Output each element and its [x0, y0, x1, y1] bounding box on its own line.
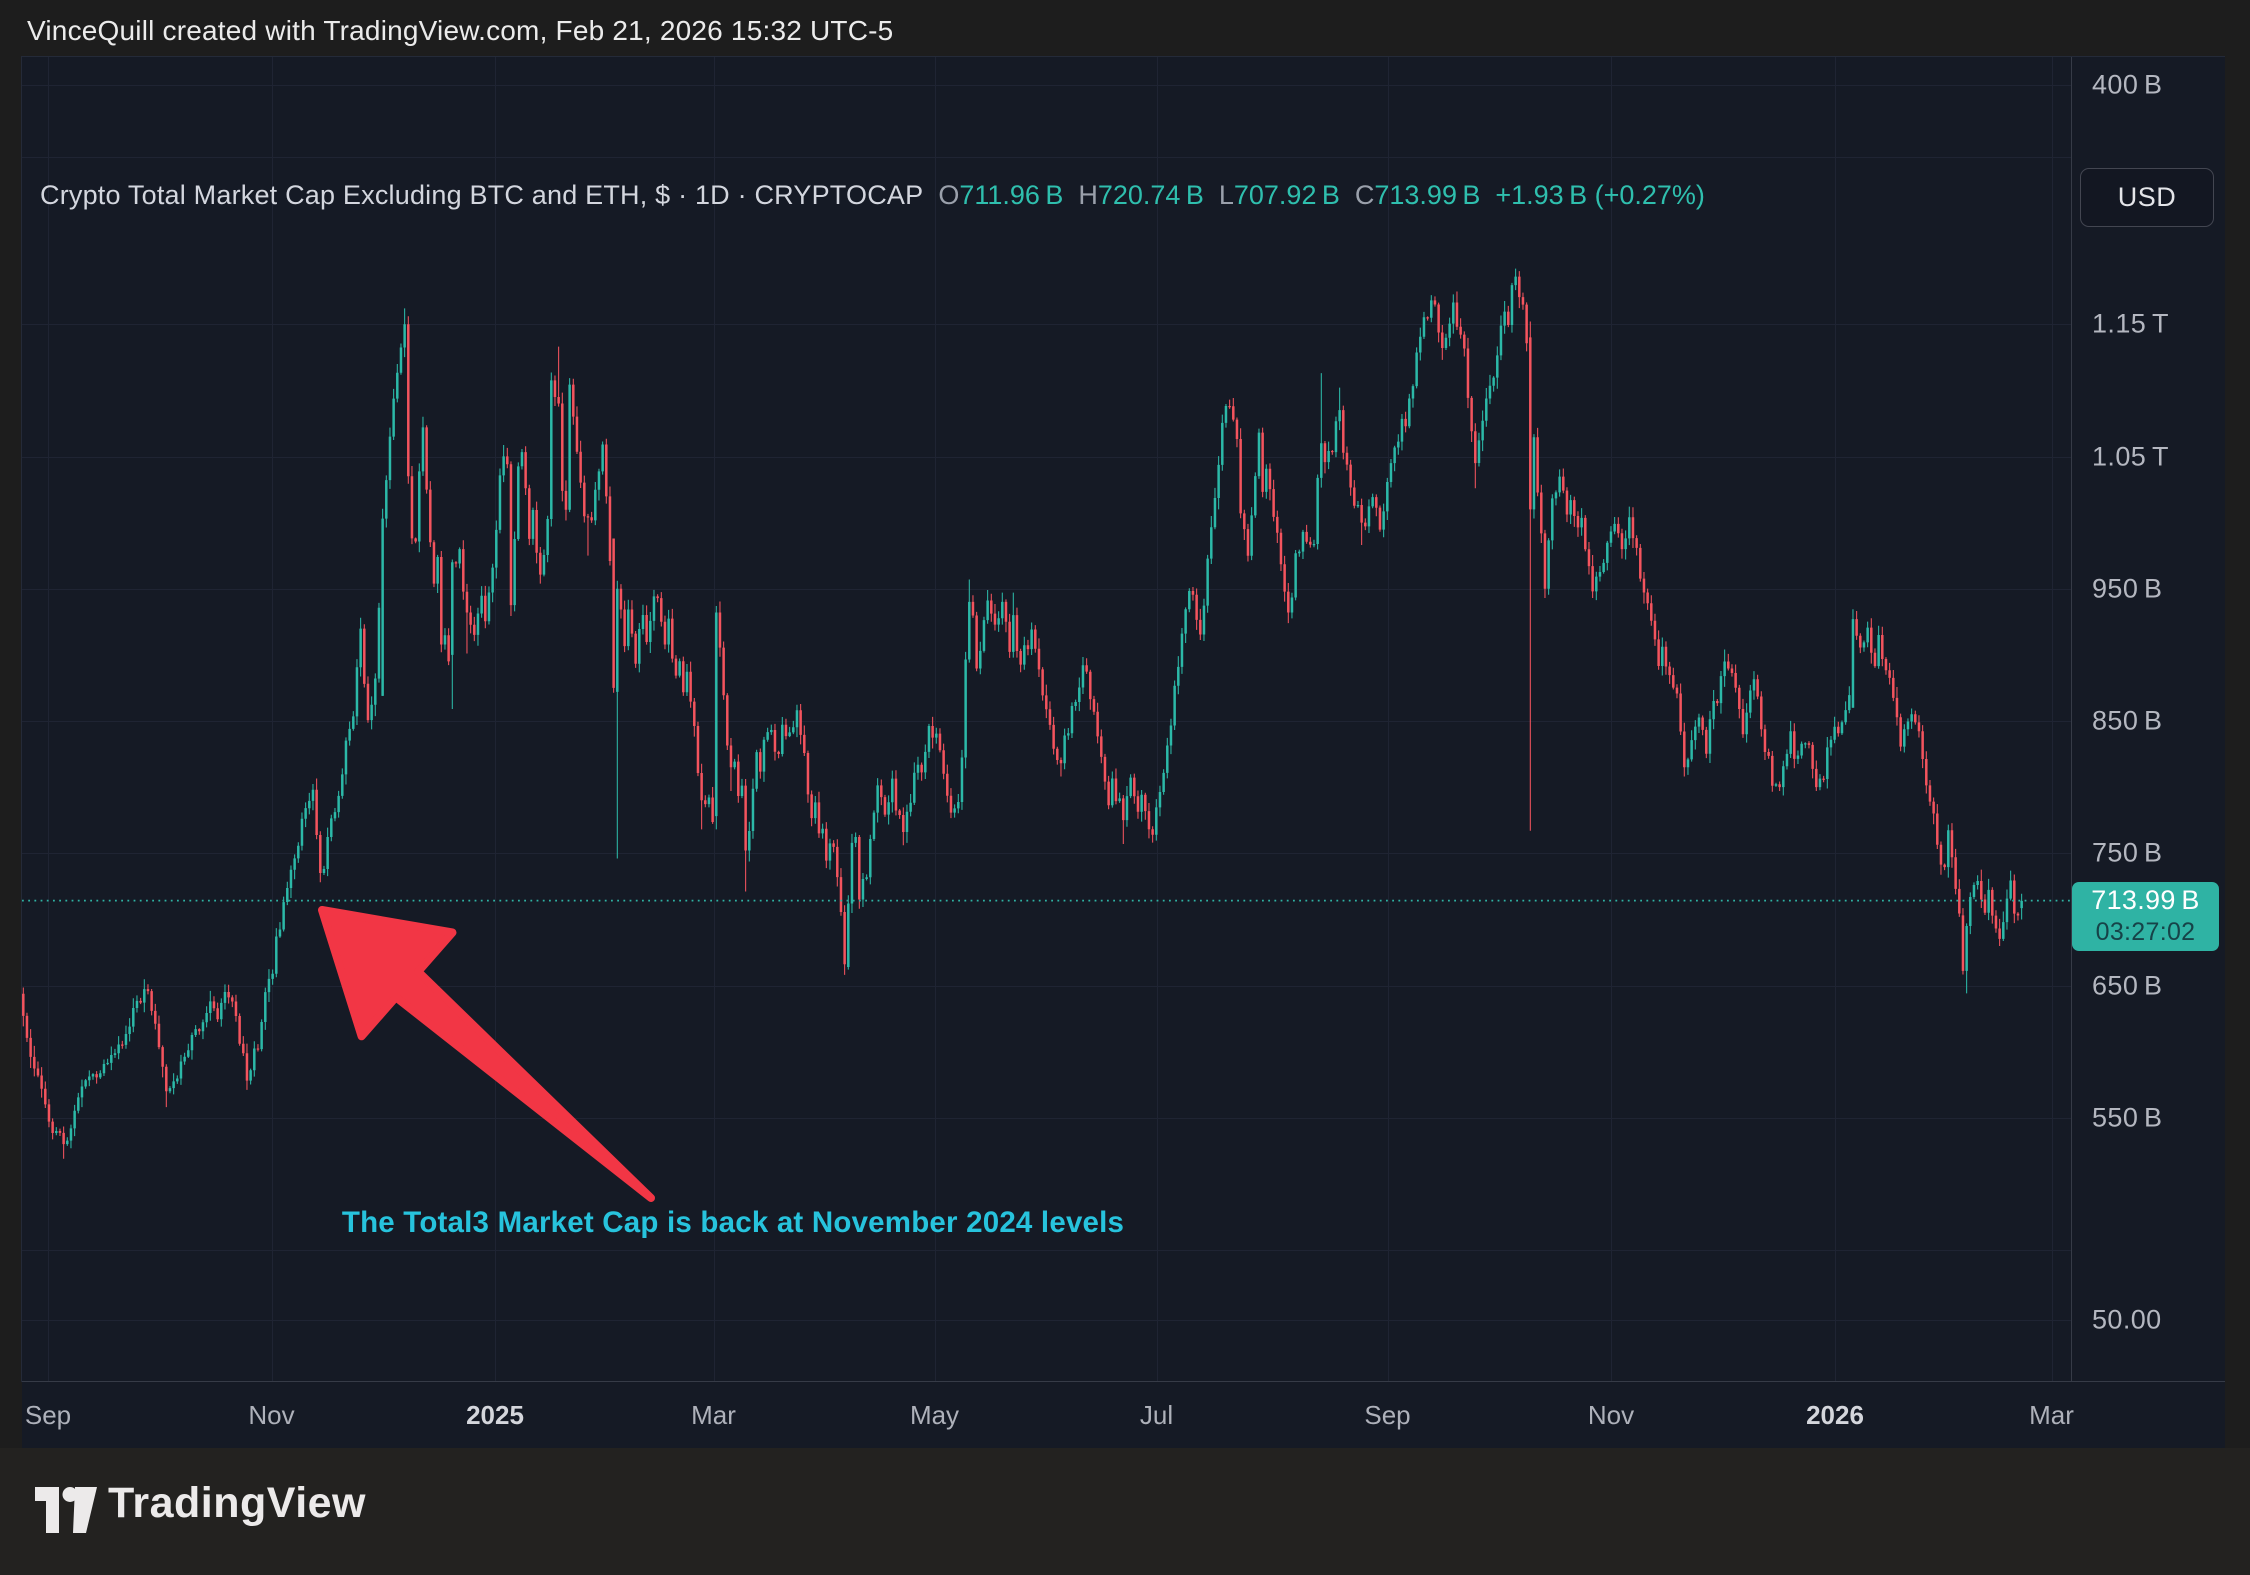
- price-axis-label: 1.05 T: [2092, 441, 2169, 471]
- time-axis-label: Nov: [248, 1400, 295, 1430]
- price-axis-label: 1.15 T: [2092, 308, 2169, 339]
- time-axis-separator[interactable]: [22, 1381, 2225, 1382]
- symbol-title[interactable]: Crypto Total Market Cap Excluding BTC an…: [40, 180, 924, 210]
- time-axis-label: May: [909, 1400, 960, 1430]
- last-price-value: 713.99 B: [2091, 885, 2200, 915]
- price-axis-label: 950 B: [2092, 573, 2163, 604]
- price-axis-pane[interactable]: [2072, 57, 2225, 1382]
- tradingview-wordmark[interactable]: TradingView: [108, 1479, 366, 1527]
- time-axis-label: Nov: [1587, 1400, 1635, 1430]
- legend-ohlc-value: 711.96 B: [959, 180, 1064, 210]
- legend-ohlc-value: 713.99 B: [1374, 180, 1481, 210]
- time-axis-label: Mar: [2029, 1400, 2074, 1430]
- arrow-annotation[interactable]: [318, 906, 655, 1202]
- legend-ohlc-label: O: [938, 180, 960, 210]
- price-axis-label: 50.00: [2092, 1304, 2162, 1335]
- up-wicks: [55, 268, 2023, 1149]
- legend-ohlc-label: H: [1078, 180, 1098, 210]
- attribution-bar: VinceQuill created with TradingView.com,…: [0, 0, 2250, 57]
- price-axis-label: 400 B: [2092, 69, 2163, 99]
- legend-ohlc-value: 707.92 B: [1233, 180, 1340, 210]
- chart-plot-area[interactable]: [22, 57, 2071, 1382]
- price-axis-label: 850 B: [2092, 705, 2163, 736]
- time-axis-label: 2025: [466, 1400, 524, 1430]
- legend-ohlc-value: 720.74 B: [1097, 180, 1204, 210]
- price-axis-separator[interactable]: [2071, 57, 2072, 1382]
- gridlines: [22, 57, 2071, 1381]
- tradingview-logo-icon[interactable]: [35, 1487, 97, 1533]
- pane-border-top: [21, 56, 2225, 57]
- candlestick-series: [22, 268, 2023, 1159]
- up-bodies: [55, 276, 2023, 1145]
- symbol-legend: Crypto Total Market Cap Excluding BTC an…: [40, 180, 1705, 211]
- time-axis-pane[interactable]: [22, 1382, 2225, 1448]
- legend-ohlc-label: C: [1354, 180, 1375, 210]
- time-axis-label: Mar: [691, 1400, 736, 1430]
- pane-border-left: [21, 57, 22, 1382]
- annotation-text[interactable]: The Total3 Market Cap is back at Novembe…: [341, 1206, 1125, 1239]
- down-bodies: [22, 276, 2020, 1145]
- time-axis-label: Jul: [1139, 1400, 1174, 1430]
- plot-root: [22, 57, 2071, 1381]
- last-price-tag: 713.99 B 03:27:02: [2072, 882, 2219, 951]
- time-axis-label: 2026: [1806, 1400, 1864, 1430]
- legend-ohlc-label: L: [1218, 180, 1234, 210]
- price-axis-label: 750 B: [2092, 837, 2163, 868]
- bar-countdown: 03:27:02: [2095, 918, 2196, 946]
- time-axis-label: Sep: [1364, 1400, 1411, 1430]
- price-axis-label: 650 B: [2092, 970, 2163, 1000]
- down-wicks: [22, 271, 2019, 1159]
- currency-button[interactable]: USD: [2080, 168, 2214, 227]
- time-axis-label: Sep: [24, 1400, 72, 1430]
- legend-change: +1.93 B (+0.27%): [1495, 180, 1705, 210]
- footer-bar: TradingView: [0, 1448, 2250, 1575]
- attribution-text: VinceQuill created with TradingView.com,…: [27, 15, 894, 46]
- price-axis-label: 550 B: [2092, 1102, 2163, 1133]
